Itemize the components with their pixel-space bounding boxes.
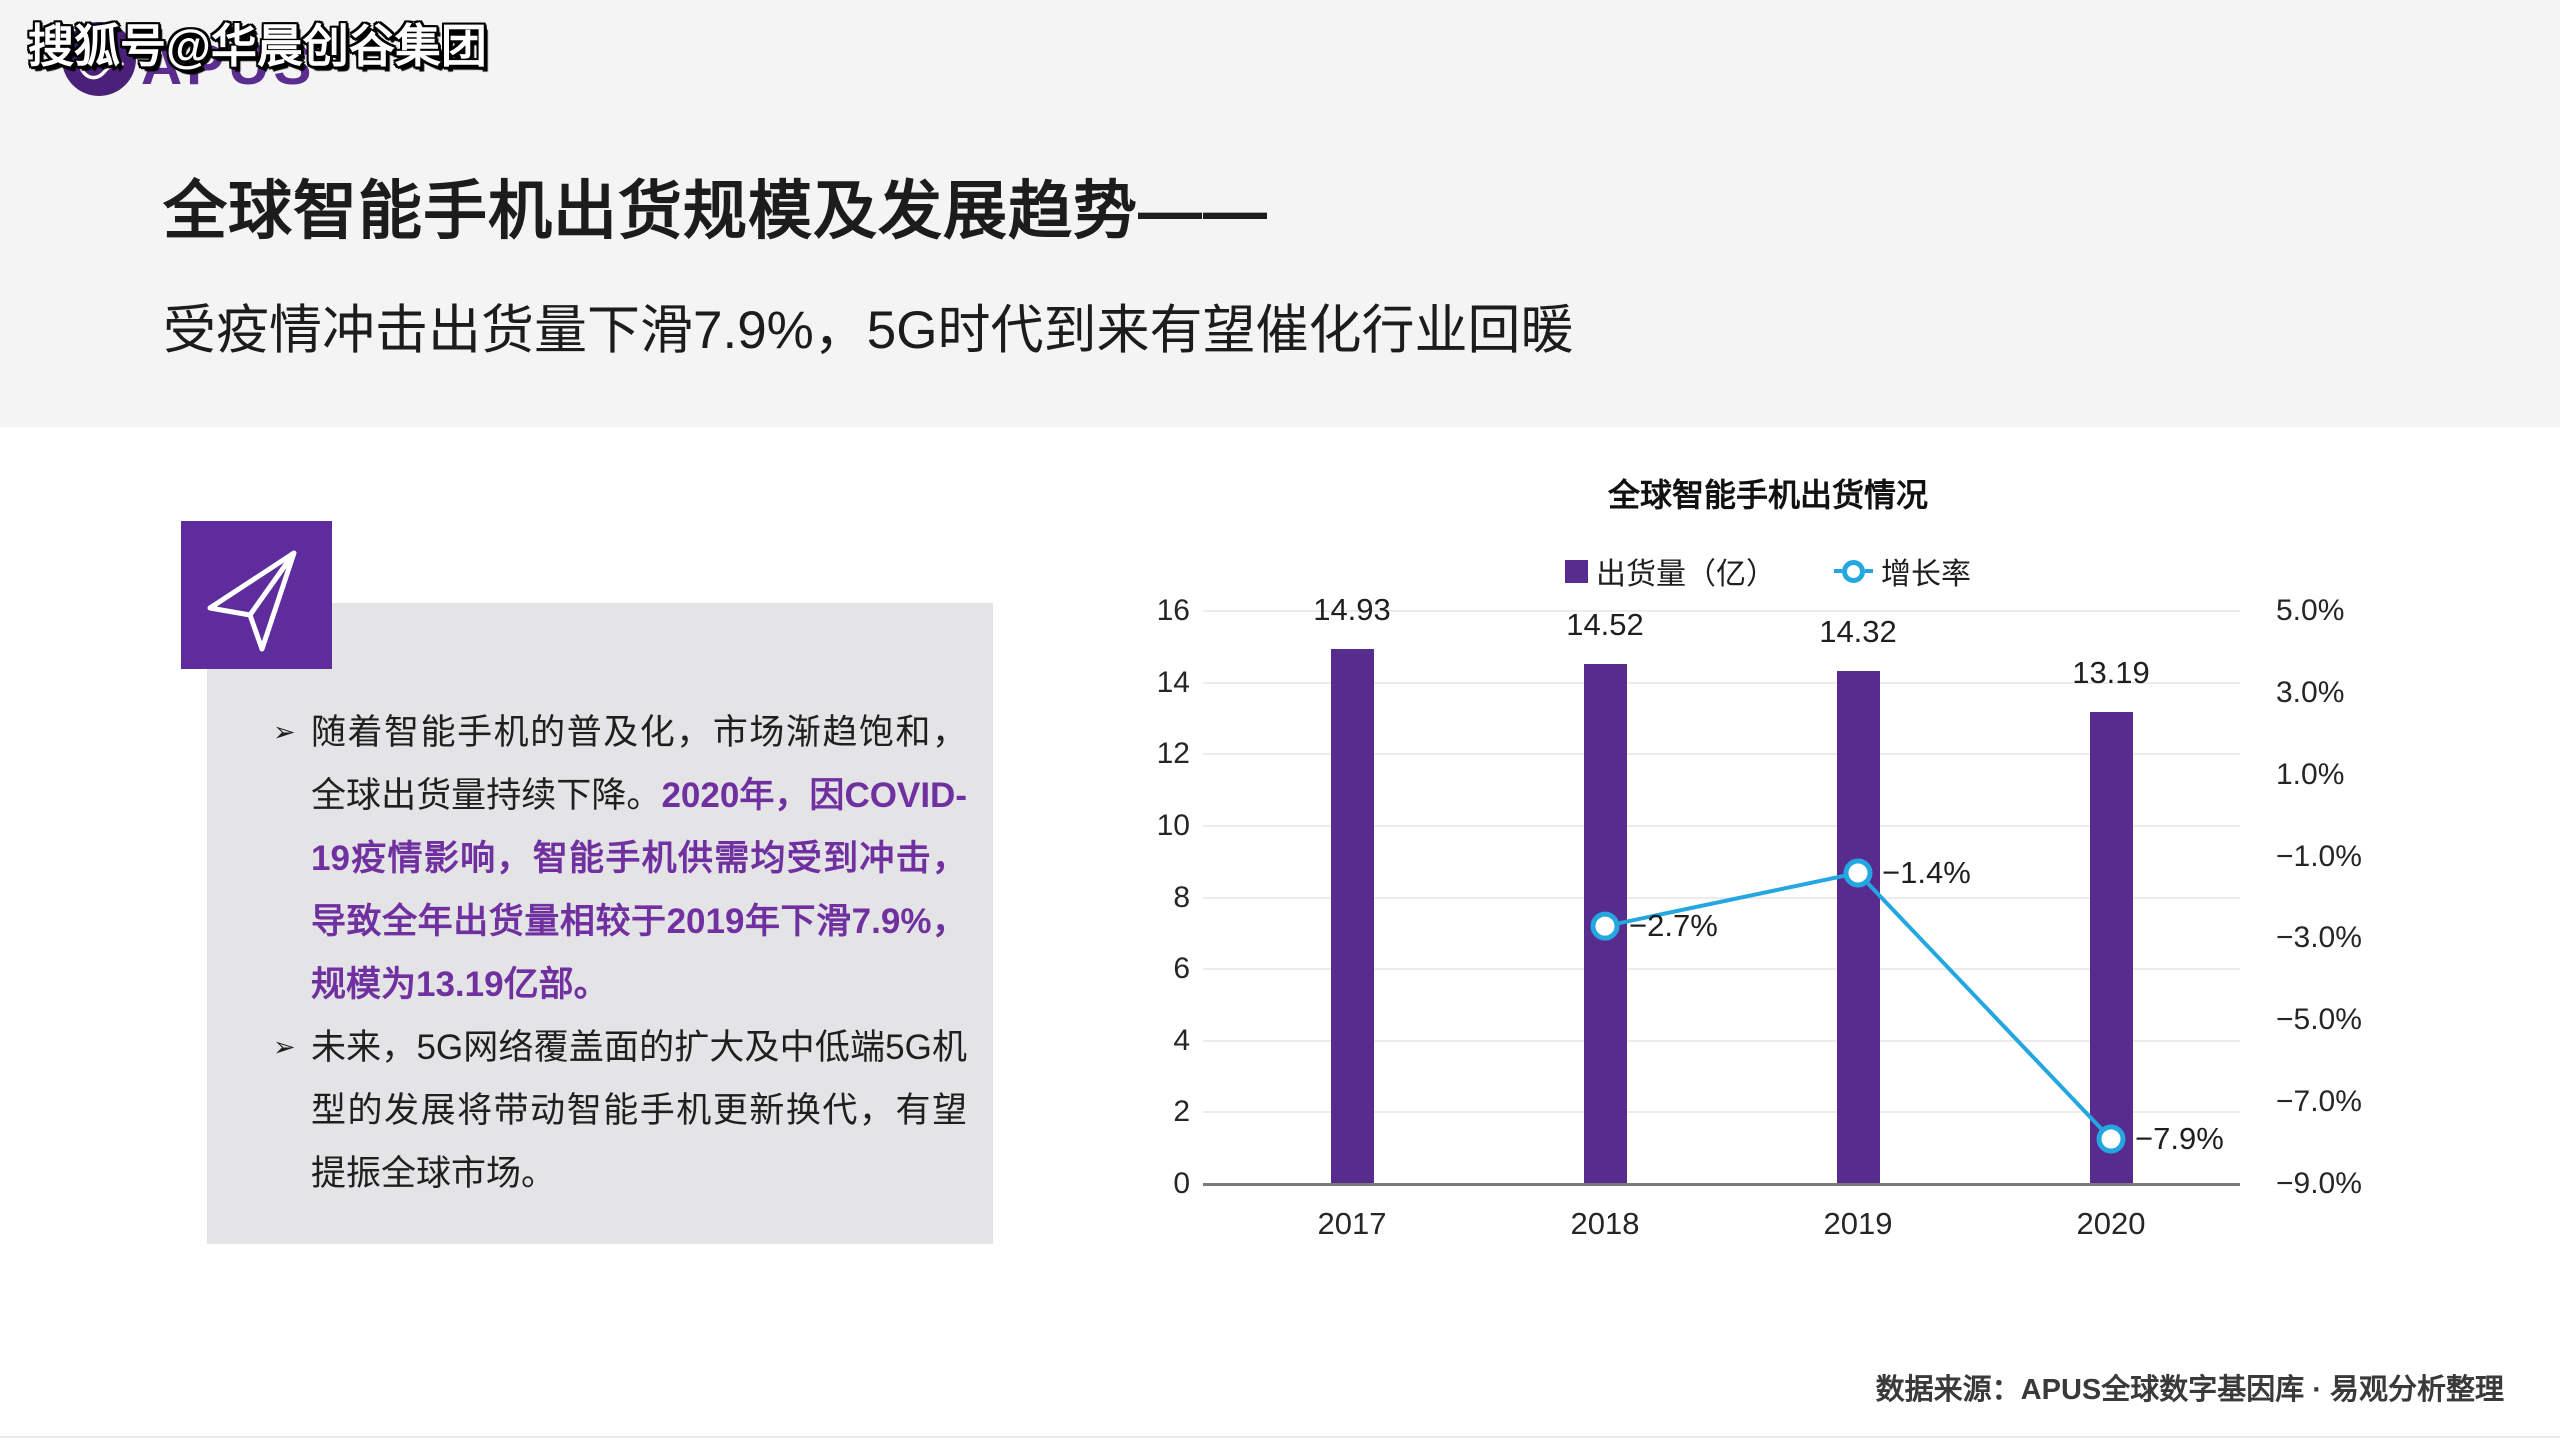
- paper-plane-icon: [207, 550, 297, 652]
- growth-value-label: −2.7%: [1629, 908, 1718, 944]
- bar-2019: [1837, 671, 1880, 1184]
- insight-bullet-1: ➢ 随着智能手机的普及化，市场渐趋饱和，全球出货量持续下降。2020年，因COV…: [273, 701, 967, 1016]
- legend-item-shipments: 出货量（亿）: [1565, 549, 1776, 593]
- shipments-swatch-icon: [1565, 559, 1588, 583]
- apus-logo: [62, 22, 136, 96]
- y-axis-right-tick: −1.0%: [2276, 839, 2362, 873]
- y-axis-right-tick: −7.0%: [2276, 1085, 2362, 1119]
- gridline: [1203, 1039, 2240, 1042]
- chart-legend: 出货量（亿） 增长率: [1203, 549, 2333, 593]
- y-axis-right-tick: −9.0%: [2276, 1167, 2362, 1200]
- y-axis-right-tick: −5.0%: [2276, 1003, 2362, 1037]
- y-axis-left-tick: 0: [1173, 1167, 1190, 1200]
- bar-value-label: 13.19: [2072, 654, 2150, 690]
- growth-line: [1590, 858, 2126, 1154]
- gridline: [1203, 1111, 2240, 1114]
- gridline: [1203, 610, 2240, 612]
- apus-logo-text: APUS: [141, 33, 316, 97]
- y-axis-left-tick: 14: [1156, 665, 1190, 699]
- x-axis-category-2020: 2020: [2076, 1206, 2146, 1241]
- bottom-divider: [0, 1436, 2560, 1438]
- x-axis-line: [1203, 1183, 2240, 1186]
- y-axis-right-tick: 3.0%: [2276, 675, 2345, 709]
- growth-value-label: −1.4%: [1882, 854, 1971, 890]
- watermark-text: 搜狐号@华晨创谷集团: [28, 20, 487, 72]
- y-axis-left-tick: 10: [1156, 808, 1190, 842]
- growth-marker-icon: [1834, 559, 1873, 583]
- y-axis-left-tick: 2: [1173, 1095, 1190, 1129]
- y-axis-left-tick: 6: [1173, 952, 1190, 986]
- bar-2020: [2090, 711, 2133, 1184]
- x-axis-category-2017: 2017: [1317, 1206, 1387, 1241]
- legend-label-growth: 增长率: [1881, 558, 1971, 591]
- legend-item-growth: 增长率: [1834, 549, 1971, 593]
- y-axis-left-tick: 4: [1173, 1023, 1190, 1057]
- send-icon-tile: [181, 521, 332, 669]
- bar-value-label: 14.93: [1313, 592, 1391, 628]
- x-axis-category-2018: 2018: [1570, 1206, 1640, 1241]
- y-axis-left-tick: 12: [1156, 737, 1190, 771]
- y-axis-left-tick: 16: [1156, 594, 1190, 627]
- gridline: [1203, 896, 2240, 899]
- page-subtitle: 受疫情冲击出货量下滑7.9%，5G时代到来有望催化行业回暖: [163, 301, 1574, 360]
- gridline: [1203, 824, 2240, 827]
- gridline: [1203, 681, 2240, 684]
- gridline: [1203, 753, 2240, 756]
- y-axis-right-tick: 5.0%: [2276, 594, 2345, 627]
- bar-value-label: 14.52: [1566, 607, 1644, 642]
- insight-highlight-text: 2020年，因COVID-19疫情影响，智能手机供需均受到冲击，导致全年出货量相…: [311, 776, 967, 1004]
- x-axis-category-2019: 2019: [1823, 1206, 1893, 1241]
- insight-bullet-2: ➢ 未来，5G网络覆盖面的扩大及中低端5G机型的发展将带动智能手机更新换代，有望…: [273, 1016, 967, 1205]
- bullet-arrow-marker: ➢: [273, 717, 296, 747]
- chart-title: 全球智能手机出货情况: [1607, 477, 1928, 513]
- bar-2017: [1331, 649, 1374, 1184]
- legend-label-shipments: 出货量（亿）: [1596, 558, 1776, 591]
- growth-marker-2019: [1843, 858, 1873, 888]
- y-axis-left-tick: 8: [1173, 880, 1190, 914]
- insight-panel: ➢ 随着智能手机的普及化，市场渐趋饱和，全球出货量持续下降。2020年，因COV…: [207, 603, 993, 1244]
- gridline: [1203, 968, 2240, 971]
- y-axis-right-tick: 1.0%: [2276, 757, 2345, 791]
- insight-bullet-2-text: 未来，5G网络覆盖面的扩大及中低端5G机型的发展将带动智能手机更新换代，有望提振…: [311, 1028, 967, 1193]
- bar-value-label: 14.32: [1819, 614, 1897, 650]
- page-title: 全球智能手机出货规模及发展趋势——: [163, 175, 1268, 247]
- growth-value-label: −7.9%: [2135, 1120, 2224, 1156]
- bird-icon: [80, 38, 124, 80]
- growth-marker-2020: [2096, 1124, 2126, 1154]
- insight-bullet-1-text: 随着智能手机的普及化，市场渐趋饱和，全球出货量持续下降。2020年，因COVID…: [311, 713, 967, 1004]
- data-source-note: 数据来源：APUS全球数字基因库 · 易观分析整理: [1875, 1374, 2504, 1406]
- bullet-arrow-marker: ➢: [273, 1032, 296, 1062]
- header-band: [0, 0, 2560, 427]
- y-axis-right-tick: −3.0%: [2276, 921, 2362, 955]
- growth-marker-2018: [1590, 911, 1620, 941]
